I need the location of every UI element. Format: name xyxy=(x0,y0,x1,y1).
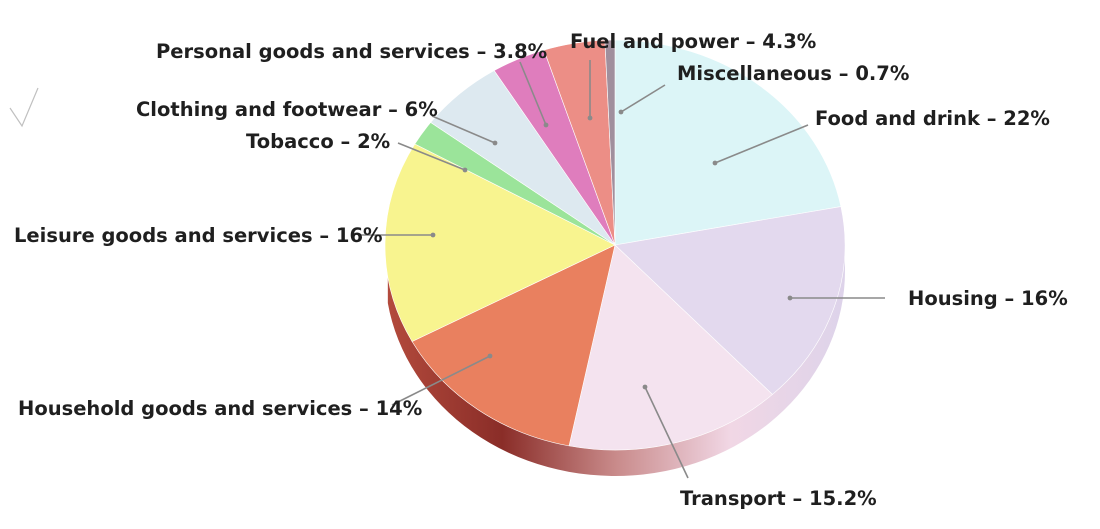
pie-slice-food-and-drink xyxy=(614,39,842,246)
leader-dot xyxy=(642,384,648,390)
tick-mark xyxy=(9,87,39,128)
leader-dot xyxy=(543,122,549,128)
leader-line xyxy=(431,115,496,144)
leader-dot xyxy=(462,167,468,173)
slice-label: Personal goods and services – 3.8% xyxy=(156,40,547,63)
slice-labels: Food and drink – 22% Housing – 16% Transpo… xyxy=(14,30,1068,510)
leader-line xyxy=(519,61,547,126)
leader-dot xyxy=(787,295,793,301)
slice-label: Housing – 16% xyxy=(908,287,1068,310)
leader-dot xyxy=(492,140,498,146)
slice-label: Food and drink – 22% xyxy=(815,107,1050,130)
slice-label: Clothing and footwear – 6% xyxy=(136,98,438,121)
leader-lines xyxy=(358,60,885,479)
slice-label: Miscellaneous – 0.7% xyxy=(677,62,909,85)
pie-slice-transport xyxy=(568,244,773,451)
pie-slice-miscellaneous xyxy=(604,39,616,246)
slice-label: Household goods and services – 14% xyxy=(18,397,422,420)
leader-dot xyxy=(712,160,718,166)
pie-slice-leisure-goods-and-services xyxy=(384,143,616,342)
leader-line xyxy=(644,386,689,479)
leader-dot xyxy=(430,232,436,238)
leader-line xyxy=(620,84,666,113)
leader-line xyxy=(397,142,466,171)
slice-label: Leisure goods and services – 16% xyxy=(14,224,383,247)
slice-label: Fuel and power – 4.3% xyxy=(570,30,816,53)
slice-label: Tobacco – 2% xyxy=(246,130,390,153)
pie-slice-household-goods-and-services xyxy=(411,244,616,447)
pie-slices xyxy=(384,39,846,451)
leader-line xyxy=(391,355,491,406)
leader-line xyxy=(714,124,809,164)
pie-slice-housing xyxy=(614,206,846,395)
leader-dot xyxy=(618,109,624,115)
leader-dot xyxy=(487,353,493,359)
leader-dot xyxy=(587,115,593,121)
slice-label: Transport – 15.2% xyxy=(680,487,877,510)
